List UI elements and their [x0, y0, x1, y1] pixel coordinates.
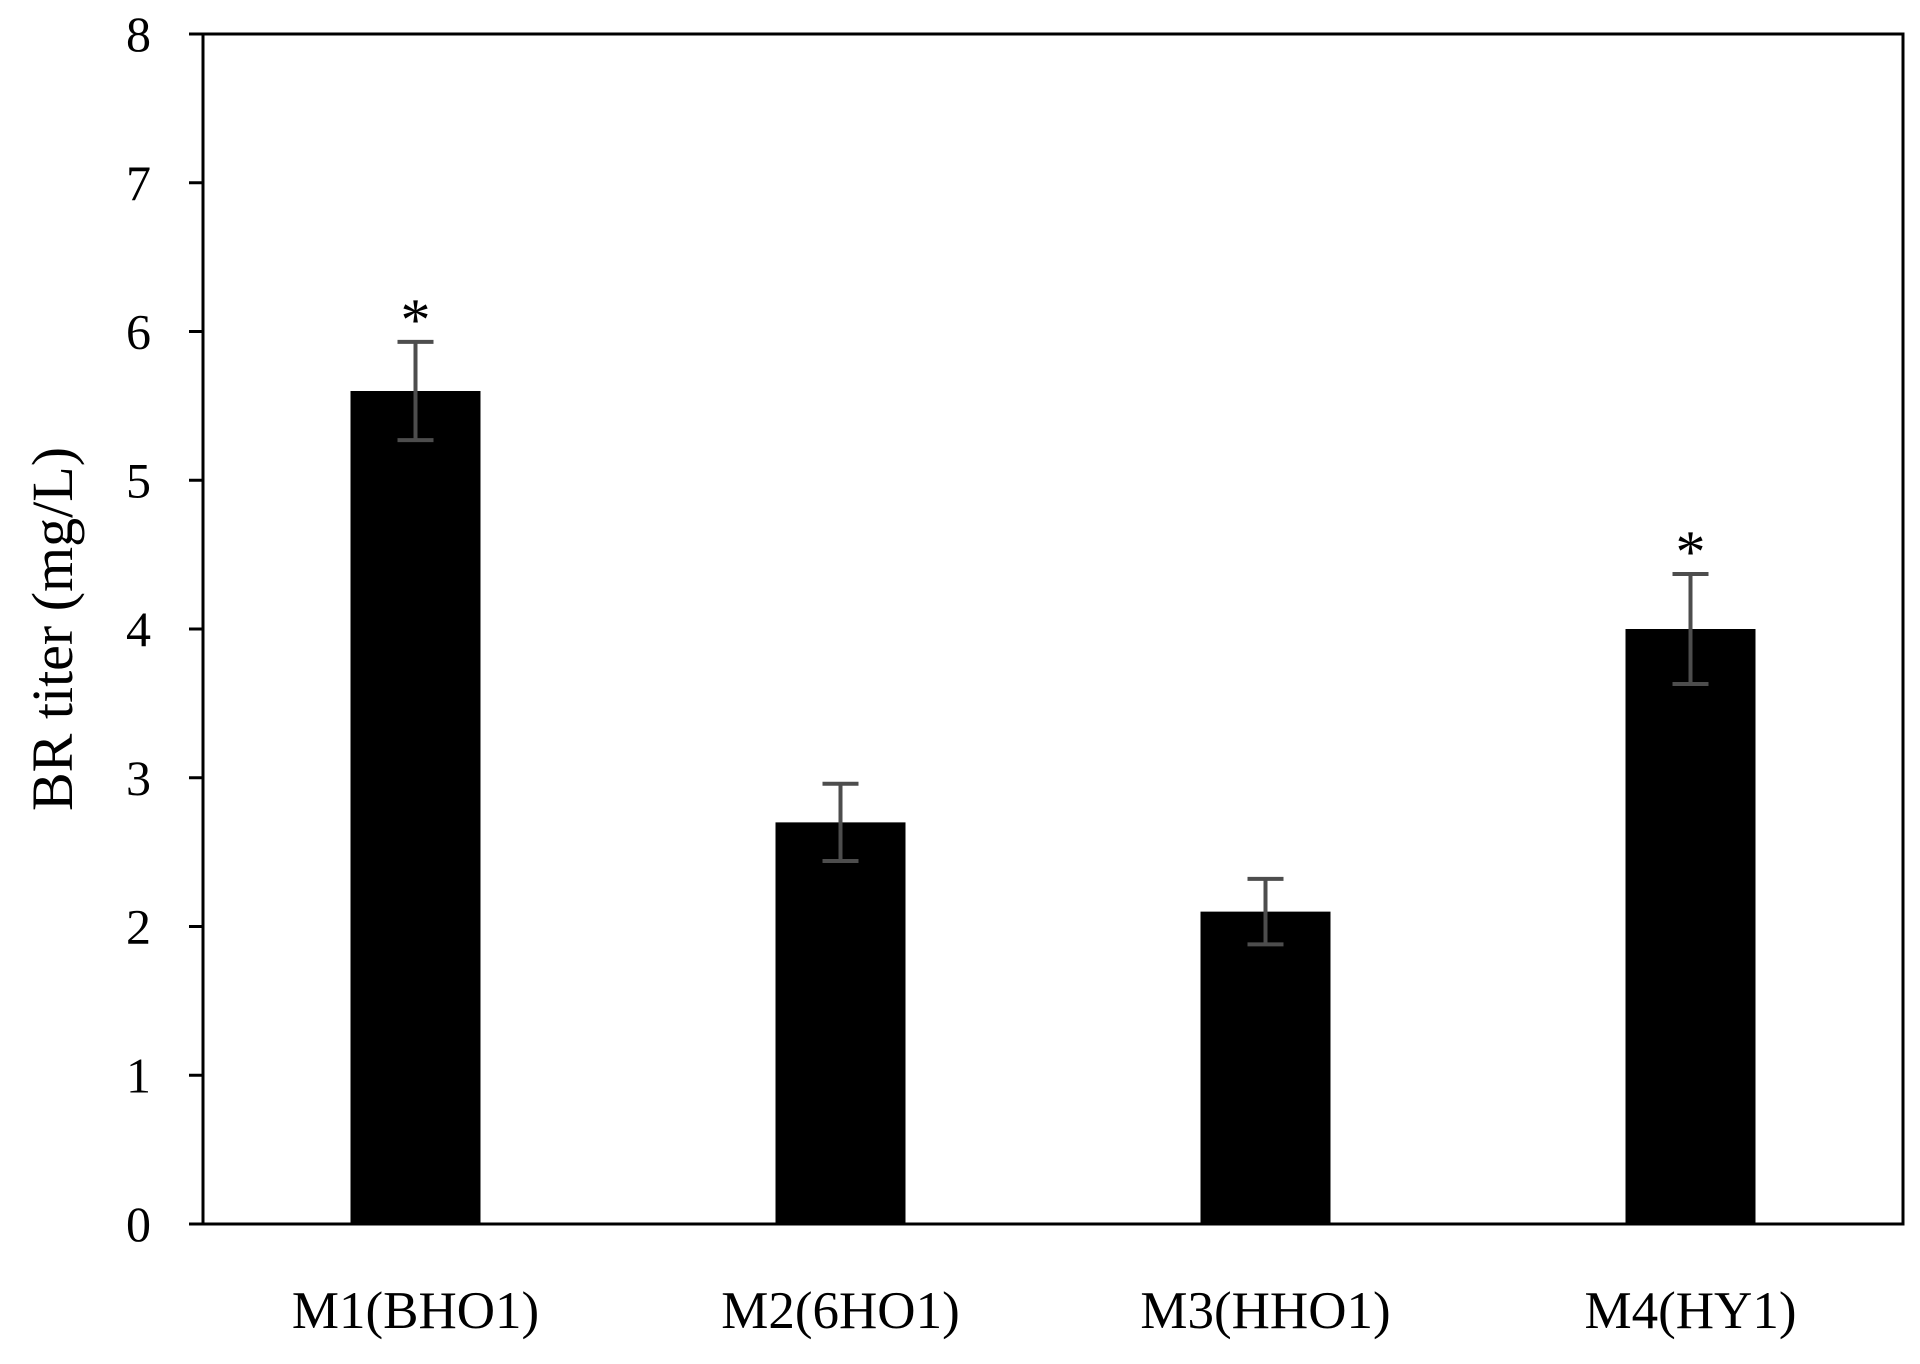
- y-tick-label: 1: [126, 1047, 151, 1103]
- x-category-label: M2(6HO1): [721, 1282, 959, 1340]
- error-bars-group: [397, 339, 1709, 947]
- y-tick-label: 4: [126, 601, 151, 657]
- x-category-label: M3(HHO1): [1140, 1282, 1390, 1340]
- y-tick-label: 8: [126, 6, 151, 62]
- x-category-label: M4(HY1): [1585, 1282, 1797, 1340]
- y-tick-label: 6: [126, 304, 151, 360]
- significance-marks-group: **: [401, 287, 1706, 585]
- y-tick-label: 7: [126, 155, 151, 211]
- y-axis-ticks: [189, 32, 203, 1226]
- bar: [1625, 629, 1756, 1224]
- x-category-label: M1(BHO1): [292, 1282, 539, 1340]
- y-axis-tick-labels: 0 1 2 3 4 5 6 7 8: [126, 6, 151, 1252]
- significance-asterisk: *: [401, 287, 431, 353]
- y-tick-label: 5: [126, 452, 151, 508]
- y-tick-label: 3: [126, 750, 151, 806]
- bar: [350, 391, 481, 1224]
- y-axis-title: BR titer (mg/L): [20, 447, 85, 811]
- bars-group: [350, 391, 1756, 1224]
- significance-asterisk: *: [1676, 519, 1706, 585]
- y-tick-label: 0: [126, 1196, 151, 1252]
- x-axis-category-labels: M1(BHO1) M2(6HO1) M3(HHO1) M4(HY1): [292, 1282, 1797, 1340]
- bar: [775, 822, 906, 1224]
- y-tick-label: 2: [126, 899, 151, 955]
- bar: [1200, 911, 1331, 1224]
